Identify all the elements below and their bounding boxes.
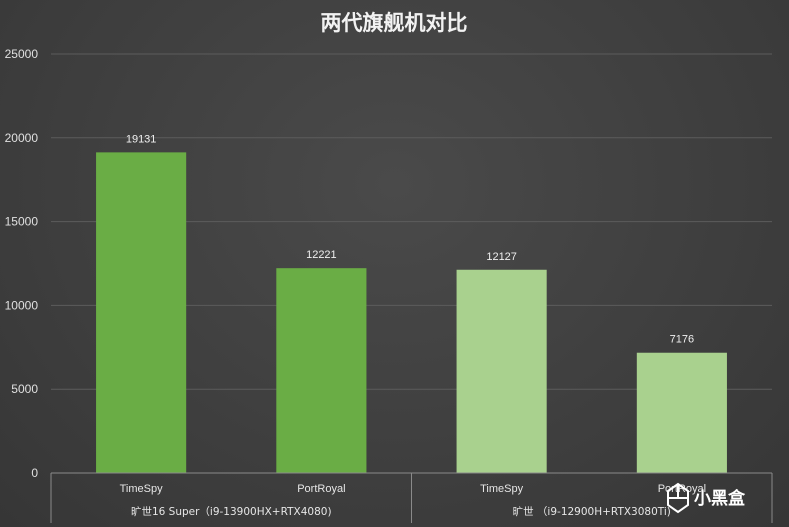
- y-tick-label: 20000: [5, 131, 39, 145]
- x-tick-label: PortRoyal: [658, 483, 706, 495]
- xiaoheihe-logo-icon: [667, 482, 689, 514]
- bars: [96, 152, 727, 473]
- bar-portroyal: [636, 352, 727, 473]
- data-label: 12127: [486, 251, 517, 263]
- chart-title: 两代旗舰机对比: [321, 11, 468, 35]
- bar-timespy: [96, 152, 187, 473]
- watermark: 小黑盒: [667, 482, 746, 514]
- data-label: 7176: [670, 334, 694, 346]
- bar-timespy: [456, 269, 547, 473]
- x-tick-label: PortRoyal: [297, 483, 345, 495]
- y-tick-label: 25000: [5, 47, 39, 61]
- data-label: 19131: [126, 133, 157, 145]
- x-tick-label: TimeSpy: [120, 483, 163, 495]
- y-tick-label: 15000: [5, 215, 39, 229]
- y-axis-ticks: 0 5000 10000 15000 20000 25000: [5, 47, 39, 480]
- group-label: 旷世 （i9-12900H+RTX3080Ti): [513, 506, 671, 518]
- group-label: 旷世16 Super（i9-13900HX+RTX4080): [131, 506, 332, 518]
- y-tick-label: 5000: [11, 382, 38, 396]
- y-tick-label: 10000: [5, 298, 39, 312]
- y-tick-label: 0: [31, 466, 38, 480]
- x-axis: TimeSpy PortRoyal 旷世16 Super（i9-13900HX+RT…: [50, 472, 773, 523]
- bar-portroyal: [276, 268, 367, 473]
- data-labels: 19131 12221 12127 7176: [126, 133, 694, 345]
- data-label: 12221: [306, 249, 337, 261]
- x-tick-label: TimeSpy: [480, 483, 523, 495]
- watermark-text: 小黑盒: [694, 488, 746, 509]
